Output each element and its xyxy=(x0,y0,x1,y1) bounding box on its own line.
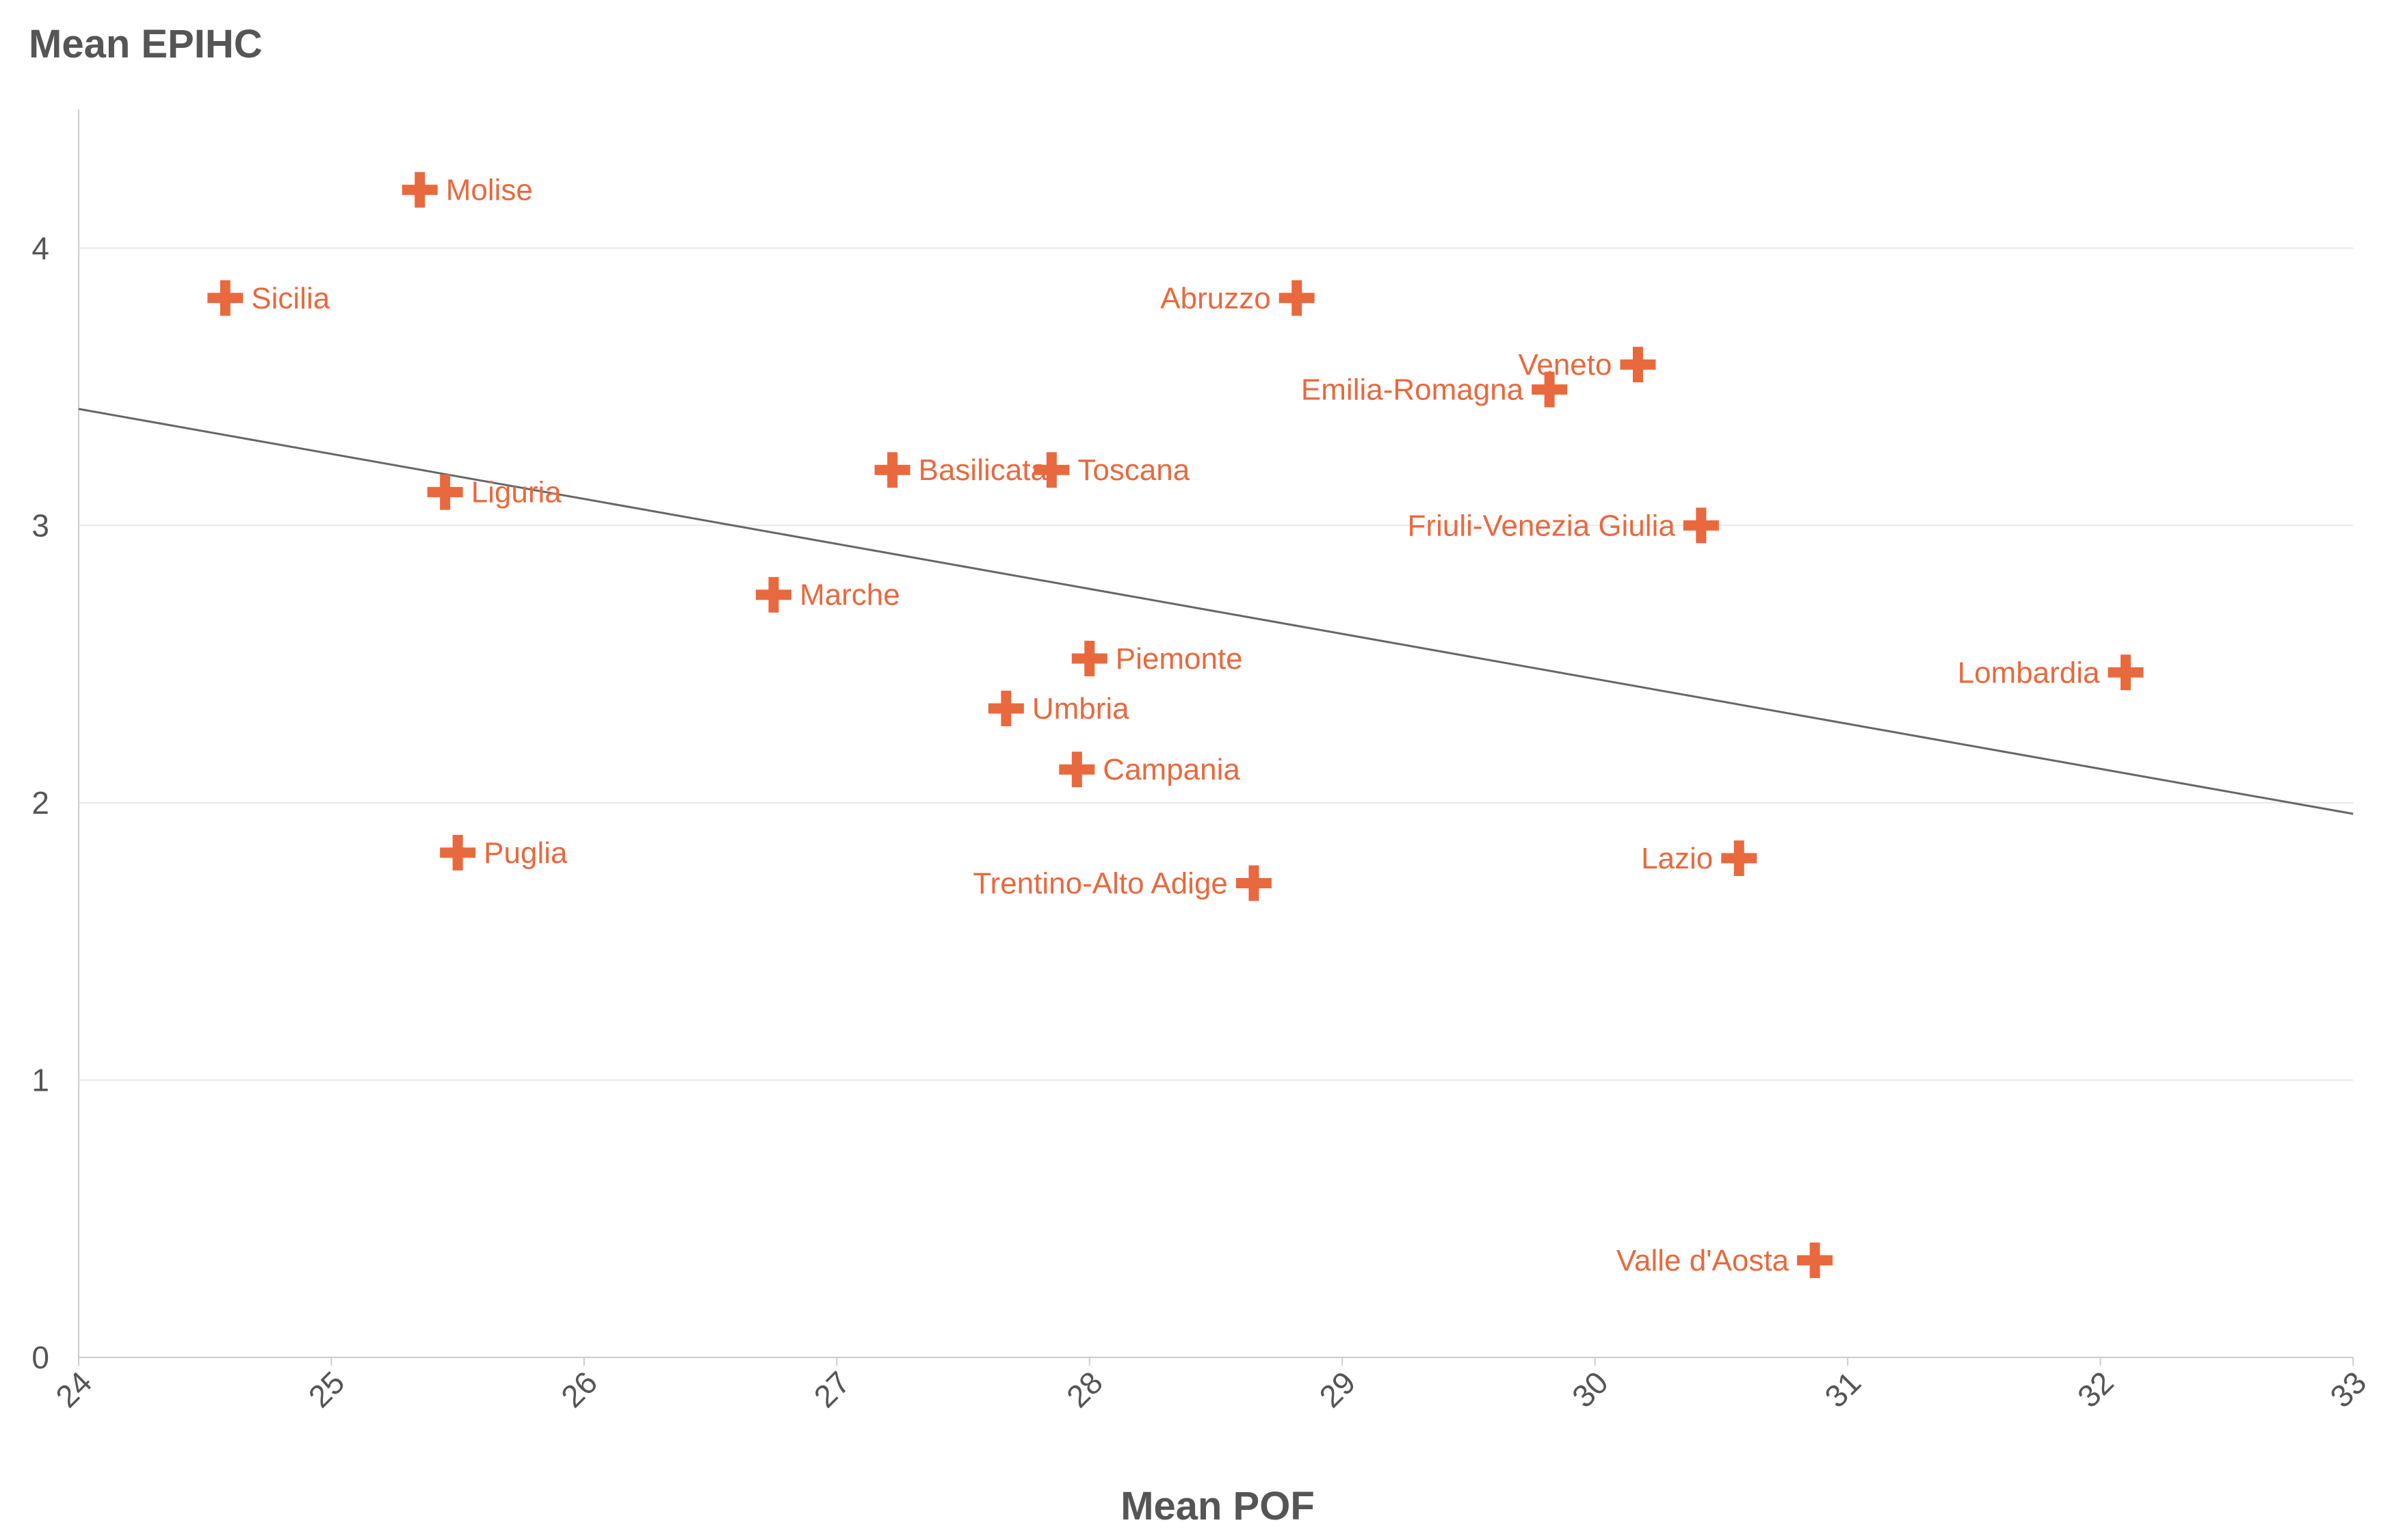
data-point-label: Sicilia xyxy=(251,282,330,315)
data-point-label: Veneto xyxy=(1518,348,1612,382)
data-point-label: Puglia xyxy=(484,836,568,870)
y-tick-label: 0 xyxy=(31,1340,49,1375)
data-point-marker[interactable] xyxy=(2108,654,2144,691)
x-tick-label: 24 xyxy=(49,1364,99,1414)
trendline-group xyxy=(78,408,2354,815)
data-point-label: Trentino-Alto Adige xyxy=(973,867,1228,901)
y-tick-label: 3 xyxy=(31,507,49,543)
data-point-label: Campania xyxy=(1103,753,1240,786)
data-point-label: Liguria xyxy=(471,476,562,509)
data-point-label: Lazio xyxy=(1641,842,1713,875)
x-tick-label: 27 xyxy=(807,1364,857,1414)
points-group: Molise Sicilia Abruzzo VenetoEmilia-Romagna… xyxy=(207,172,2144,1279)
trendline xyxy=(78,408,2354,815)
data-point-marker[interactable] xyxy=(1683,507,1719,544)
x-tick-label: 25 xyxy=(302,1364,352,1414)
data-point-marker[interactable] xyxy=(1620,347,1656,383)
y-tick-label: 2 xyxy=(31,785,49,821)
data-point-marker[interactable] xyxy=(1721,840,1757,876)
data-point-label: Abruzzo xyxy=(1160,282,1270,315)
data-point-label: Umbria xyxy=(1032,692,1129,726)
data-point-label: Basilicata xyxy=(919,453,1048,487)
data-point-marker[interactable] xyxy=(440,834,476,871)
data-point-marker[interactable] xyxy=(402,172,438,208)
x-tick-label: 30 xyxy=(1565,1364,1615,1414)
x-tick-label: 32 xyxy=(2071,1364,2121,1414)
data-point-label: Marche xyxy=(800,579,900,612)
data-point-marker[interactable] xyxy=(1797,1243,1833,1279)
data-point-marker[interactable] xyxy=(207,280,244,316)
data-point-label: Molise xyxy=(446,174,533,207)
data-point-label: Piemonte xyxy=(1116,642,1243,676)
data-point-label: Emilia-Romagna xyxy=(1301,373,1524,407)
x-tick-label: 28 xyxy=(1060,1364,1110,1414)
data-point-marker[interactable] xyxy=(874,452,910,488)
data-point-label: Friuli-Venezia Giulia xyxy=(1408,509,1676,542)
data-point-marker[interactable] xyxy=(1034,452,1070,488)
data-point-marker[interactable] xyxy=(1071,641,1107,676)
y-tick-label: 1 xyxy=(31,1062,49,1098)
x-tick-label: 26 xyxy=(554,1364,604,1414)
data-point-marker[interactable] xyxy=(988,691,1024,726)
data-point-marker[interactable] xyxy=(755,576,791,613)
y-tick-label: 4 xyxy=(31,230,49,266)
x-axis-title: Mean POF xyxy=(1120,1484,1315,1528)
data-point-label: Valle d'Aosta xyxy=(1616,1244,1789,1277)
x-tick-label: 29 xyxy=(1312,1364,1362,1414)
y-axis-title: Mean EPIHC xyxy=(29,22,263,66)
data-point-marker[interactable] xyxy=(1278,280,1315,316)
data-point-marker[interactable] xyxy=(1235,865,1272,901)
data-point-label: Lombardia xyxy=(1958,656,2100,689)
x-tick-label: 31 xyxy=(1818,1364,1867,1414)
data-point-label: Toscana xyxy=(1077,453,1190,487)
data-point-marker[interactable] xyxy=(427,474,463,510)
data-point-marker[interactable] xyxy=(1532,371,1568,408)
gridlines xyxy=(79,247,2353,1081)
x-tick-label: 33 xyxy=(2323,1364,2373,1414)
data-point-marker[interactable] xyxy=(1059,752,1095,788)
